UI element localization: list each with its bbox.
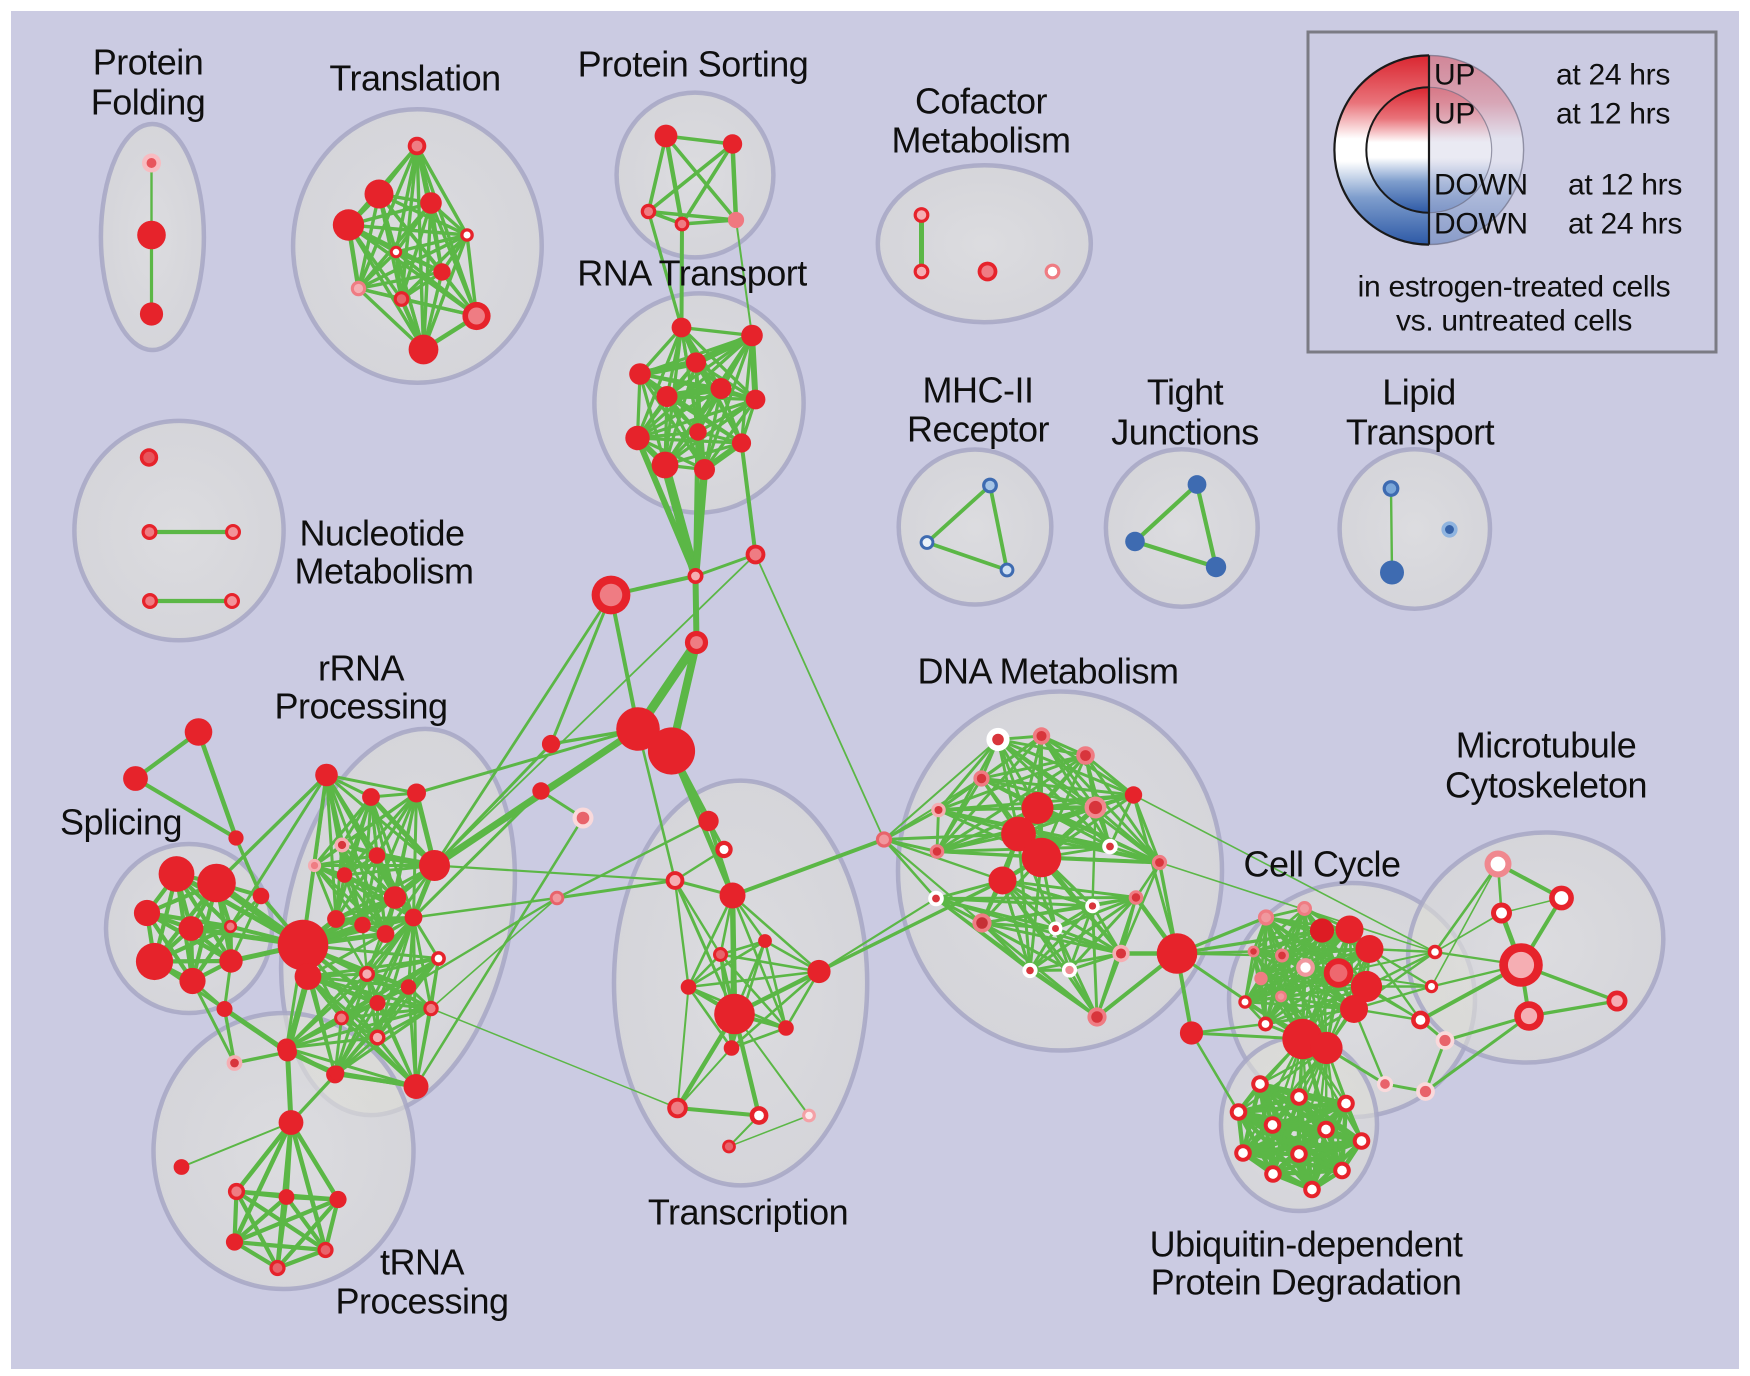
svg-text:Splicing: Splicing (60, 802, 182, 843)
svg-text:Cytoskeleton: Cytoskeleton (1445, 765, 1647, 806)
svg-text:at 12 hrs: at 12 hrs (1556, 98, 1670, 131)
svg-text:Microtubule: Microtubule (1456, 725, 1637, 766)
svg-text:Processing: Processing (335, 1281, 508, 1322)
svg-text:UP: UP (1434, 59, 1475, 92)
svg-text:Receptor: Receptor (907, 409, 1050, 450)
svg-text:in estrogen-treated cells: in estrogen-treated cells (1358, 271, 1671, 304)
svg-text:Transport: Transport (1346, 412, 1495, 453)
svg-text:Translation: Translation (329, 58, 500, 99)
svg-text:DNA Metabolism: DNA Metabolism (917, 651, 1178, 692)
svg-text:rRNA: rRNA (318, 648, 404, 689)
svg-text:tRNA: tRNA (380, 1242, 464, 1283)
svg-text:Lipid: Lipid (1382, 372, 1456, 413)
svg-text:at 24 hrs: at 24 hrs (1568, 208, 1682, 241)
svg-text:Protein Degradation: Protein Degradation (1151, 1262, 1462, 1303)
svg-text:Cofactor: Cofactor (915, 81, 1048, 122)
svg-text:Ubiquitin-dependent: Ubiquitin-dependent (1150, 1224, 1463, 1265)
svg-text:DOWN: DOWN (1434, 169, 1528, 202)
svg-text:Protein Sorting: Protein Sorting (578, 44, 809, 85)
svg-text:at 12 hrs: at 12 hrs (1568, 169, 1682, 202)
svg-text:RNA Transport: RNA Transport (577, 253, 807, 294)
svg-text:Metabolism: Metabolism (891, 120, 1070, 161)
svg-text:Cell Cycle: Cell Cycle (1243, 844, 1400, 885)
svg-text:Protein: Protein (93, 42, 204, 83)
svg-text:Transcription: Transcription (648, 1192, 848, 1233)
svg-text:at 24 hrs: at 24 hrs (1556, 59, 1670, 92)
svg-text:Metabolism: Metabolism (294, 551, 473, 592)
svg-text:UP: UP (1434, 98, 1475, 131)
svg-text:vs. untreated cells: vs. untreated cells (1396, 305, 1632, 338)
svg-text:Nucleotide: Nucleotide (299, 513, 464, 554)
svg-text:DOWN: DOWN (1434, 208, 1528, 241)
svg-text:Processing: Processing (274, 686, 447, 727)
svg-text:MHC-II: MHC-II (923, 370, 1034, 411)
svg-text:Tight: Tight (1147, 372, 1224, 413)
svg-text:Junctions: Junctions (1111, 412, 1259, 453)
svg-text:Folding: Folding (91, 82, 206, 123)
